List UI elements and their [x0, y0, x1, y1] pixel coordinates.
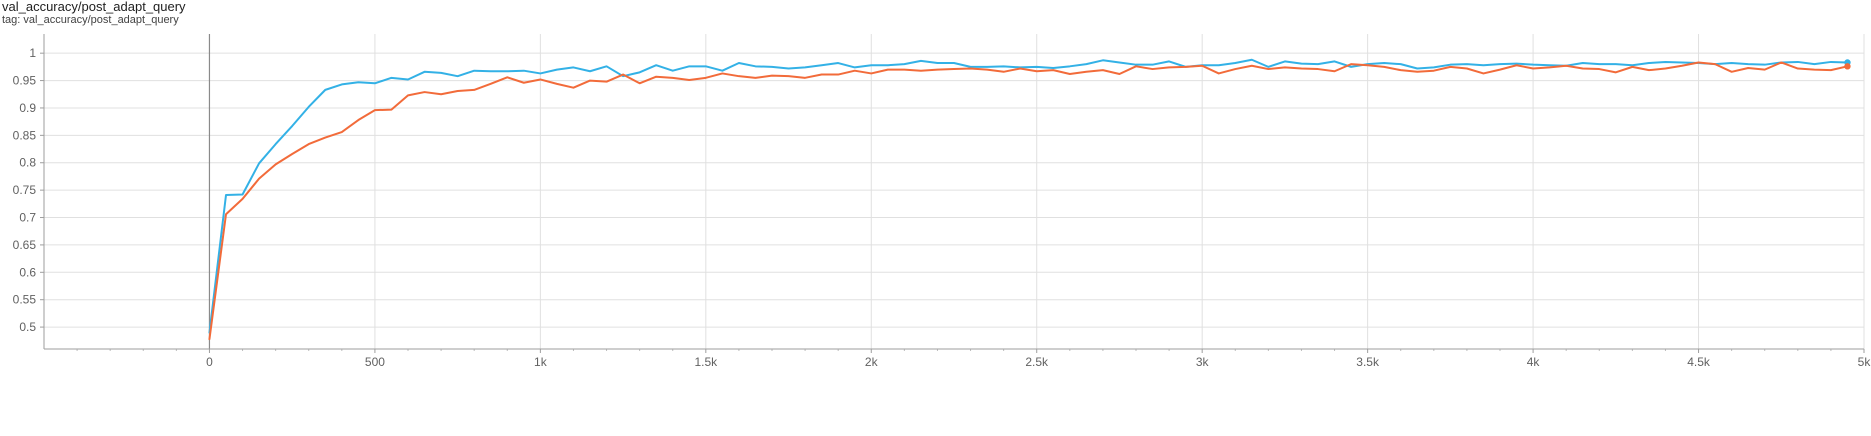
x-tick-label: 4k [1527, 355, 1541, 369]
x-tick-label: 3.5k [1356, 355, 1380, 369]
series-lines [208, 58, 1851, 341]
series-end-point-2[interactable] [1844, 63, 1851, 70]
y-tick-label: 0.8 [19, 156, 36, 170]
axes [40, 34, 1865, 353]
chart-title: val_accuracy/post_adapt_query [2, 0, 186, 14]
y-tick-label: 0.7 [19, 211, 36, 225]
grid-lines [44, 34, 1865, 349]
x-tick-label: 2.5k [1025, 355, 1049, 369]
series-line-1[interactable] [208, 58, 1849, 334]
x-tick-label: 4.5k [1687, 355, 1711, 369]
series-line-2[interactable] [208, 61, 1849, 341]
x-tick-label: 2k [865, 355, 879, 369]
y-tick-label: 0.6 [19, 265, 36, 279]
y-tick-label: 1 [29, 46, 36, 60]
x-tick-label: 3k [1196, 355, 1210, 369]
x-tick-label: 0 [206, 355, 213, 369]
tick-labels: 0.5 0.55 0.6 0.65 0.7 0.75 0.8 0.85 0.9 0.95 1 0 500… [13, 46, 1871, 369]
x-tick-label: 500 [365, 355, 385, 369]
y-tick-label: 0.85 [13, 128, 37, 142]
x-tick-label: 5k [1858, 355, 1871, 369]
x-tick-label: 1.5k [694, 355, 718, 369]
x-tick-label: 1k [534, 355, 548, 369]
y-tick-label: 0.5 [19, 320, 36, 334]
chart-tag-subtitle: tag: val_accuracy/post_adapt_query [2, 14, 179, 26]
y-tick-label: 0.75 [13, 183, 37, 197]
y-tick-label: 0.55 [13, 293, 37, 307]
y-tick-label: 0.9 [19, 101, 36, 115]
y-tick-label: 0.95 [13, 74, 37, 88]
y-tick-label: 0.65 [13, 238, 37, 252]
